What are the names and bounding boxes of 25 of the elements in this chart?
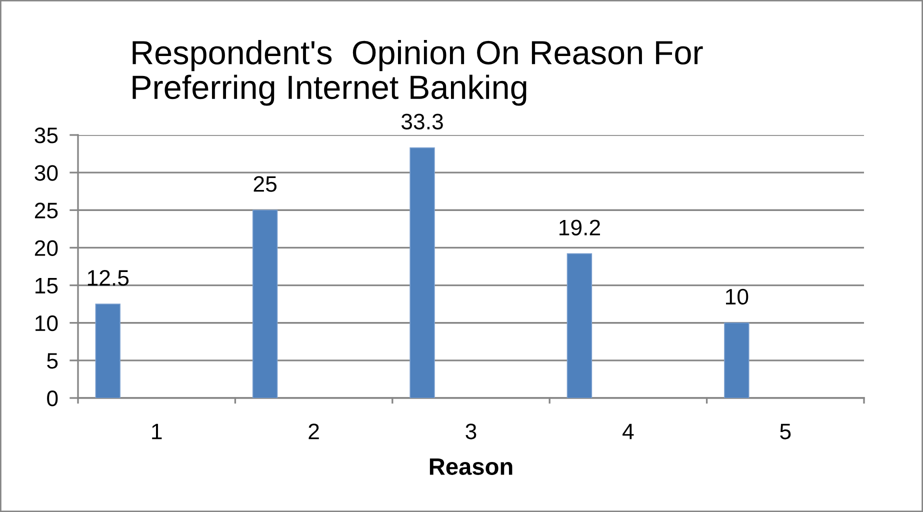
bar (410, 147, 435, 398)
bar (252, 210, 278, 398)
x-axis-title: Reason (430, 458, 512, 475)
y-tick-label: 15 (36, 278, 58, 294)
data-label: 33.3 (401, 114, 443, 130)
y-tick-label: 5 (47, 353, 58, 369)
bar (724, 322, 750, 398)
y-tick-label: 30 (34, 165, 58, 181)
bar (95, 304, 120, 398)
y-tick-label: 10 (36, 315, 58, 332)
data-label: 25 (254, 176, 276, 192)
y-tick-label: 0 (47, 390, 58, 406)
bar (566, 253, 592, 398)
x-tick-label: 4 (622, 424, 634, 440)
x-tick-label: 1 (152, 424, 162, 440)
y-tick-label: 35 (34, 128, 58, 144)
y-tick-label: 20 (34, 240, 58, 256)
data-label: 12.5 (88, 270, 129, 286)
data-label: 19.2 (560, 220, 600, 236)
y-tick-label: 25 (34, 202, 58, 218)
x-tick-label: 3 (466, 424, 476, 440)
x-tick-label: 5 (780, 424, 791, 440)
x-tick-label: 2 (308, 424, 319, 440)
chart-title: Respondent's Opinion On Reason For Preferring Internet Banking (132, 40, 703, 106)
data-label: 10 (726, 288, 748, 305)
